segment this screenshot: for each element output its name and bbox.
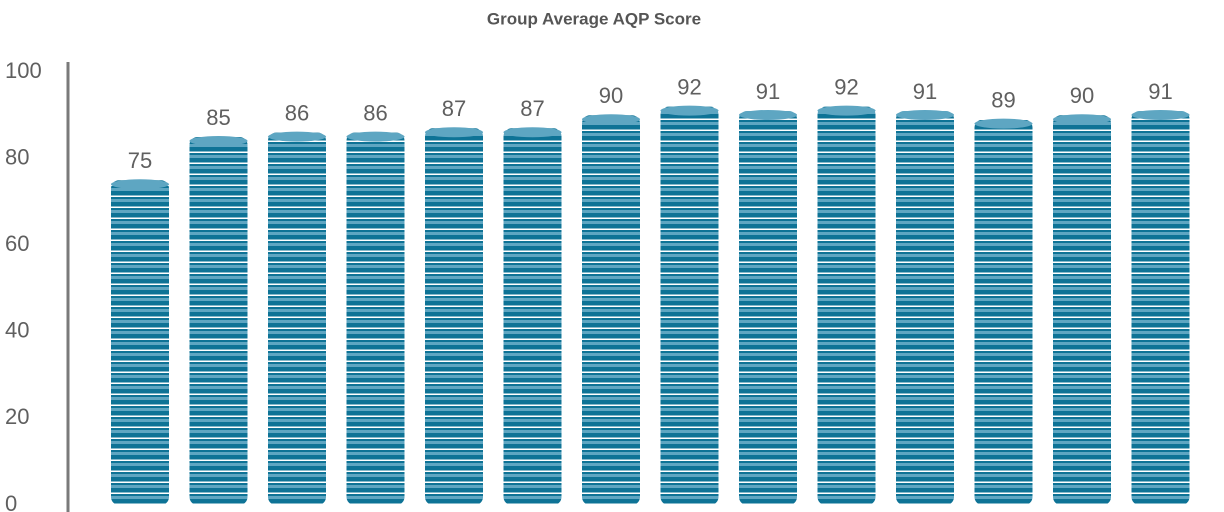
bar: [347, 133, 405, 505]
coin-top: [661, 106, 719, 116]
value-label: 87: [520, 96, 544, 121]
bar: [739, 111, 797, 505]
coin-top: [425, 127, 483, 137]
chart: Group Average AQP Score 0 20 40 60 80 100 75 85…: [0, 0, 1224, 512]
bar: [582, 115, 640, 505]
y-tick-label: 0: [5, 491, 17, 512]
bar: [111, 180, 169, 505]
coin-top: [1053, 114, 1111, 124]
y-tick-label: 20: [5, 404, 29, 429]
bar: [1132, 111, 1190, 505]
y-tick-label: 40: [5, 318, 29, 343]
coin-top: [111, 179, 169, 189]
bar: [661, 107, 719, 505]
value-label: 91: [1148, 79, 1172, 104]
value-label: 92: [834, 74, 858, 99]
bar: [975, 120, 1033, 505]
y-tick-label: 60: [5, 231, 29, 256]
value-label: 89: [991, 87, 1015, 112]
coin-top: [582, 114, 640, 124]
bar: [896, 111, 954, 505]
coin-top: [896, 110, 954, 120]
value-label: 75: [128, 148, 152, 173]
coin-top: [190, 136, 248, 146]
value-label: 86: [285, 100, 309, 125]
chart-title: Group Average AQP Score: [487, 9, 701, 28]
value-label: 90: [599, 83, 623, 108]
value-label: 85: [206, 105, 230, 130]
coin-top: [504, 127, 562, 137]
coin-top: [975, 119, 1033, 129]
bar: [504, 128, 562, 505]
coin-top: [739, 110, 797, 120]
bar: [1053, 115, 1111, 505]
value-label: 91: [913, 79, 937, 104]
value-label: 92: [677, 74, 701, 99]
value-label: 86: [363, 100, 387, 125]
value-label: 91: [756, 79, 780, 104]
y-tick-label: 100: [5, 58, 42, 83]
coin-top: [1132, 110, 1190, 120]
y-tick-label: 80: [5, 144, 29, 169]
bar: [818, 107, 876, 505]
bar: [268, 133, 326, 505]
coin-top: [268, 132, 326, 142]
coin-top: [347, 132, 405, 142]
bar: [425, 128, 483, 505]
bar: [190, 137, 248, 505]
coin-top: [818, 106, 876, 116]
value-label: 90: [1070, 83, 1094, 108]
value-label: 87: [442, 96, 466, 121]
